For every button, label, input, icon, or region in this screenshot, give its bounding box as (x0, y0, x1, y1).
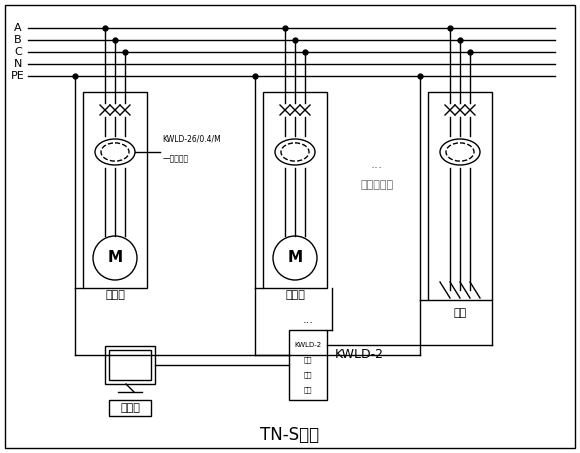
Text: KWLD-2: KWLD-2 (295, 342, 321, 348)
Bar (428, 92, 492, 300)
Text: M: M (288, 251, 303, 265)
Bar (105, 346, 155, 384)
Text: 馈线: 馈线 (454, 308, 467, 318)
Text: （计九路）: （计九路） (360, 180, 394, 190)
Text: ...: ... (303, 315, 313, 325)
Bar (263, 92, 327, 288)
Text: 相地: 相地 (304, 357, 312, 363)
Text: N: N (14, 59, 22, 69)
Text: A: A (14, 23, 22, 33)
Text: C: C (14, 47, 22, 57)
Text: KWLD-2: KWLD-2 (335, 348, 384, 361)
Text: 电动机: 电动机 (285, 290, 305, 300)
Text: PE: PE (11, 71, 25, 81)
Text: TN-S系统: TN-S系统 (260, 426, 320, 444)
Text: B: B (14, 35, 22, 45)
Bar (83, 92, 147, 288)
Text: 上位机: 上位机 (120, 403, 140, 413)
Bar (109, 400, 151, 416)
Text: 电动机: 电动机 (105, 290, 125, 300)
Bar (289, 330, 327, 400)
Text: —电流输出: —电流输出 (163, 154, 189, 163)
Text: 短路: 短路 (304, 372, 312, 378)
Bar (109, 350, 151, 380)
Text: ...: ... (371, 159, 383, 172)
Text: 保护: 保护 (304, 387, 312, 393)
Text: M: M (107, 251, 122, 265)
Text: KWLD-26/0.4/M: KWLD-26/0.4/M (162, 135, 221, 144)
